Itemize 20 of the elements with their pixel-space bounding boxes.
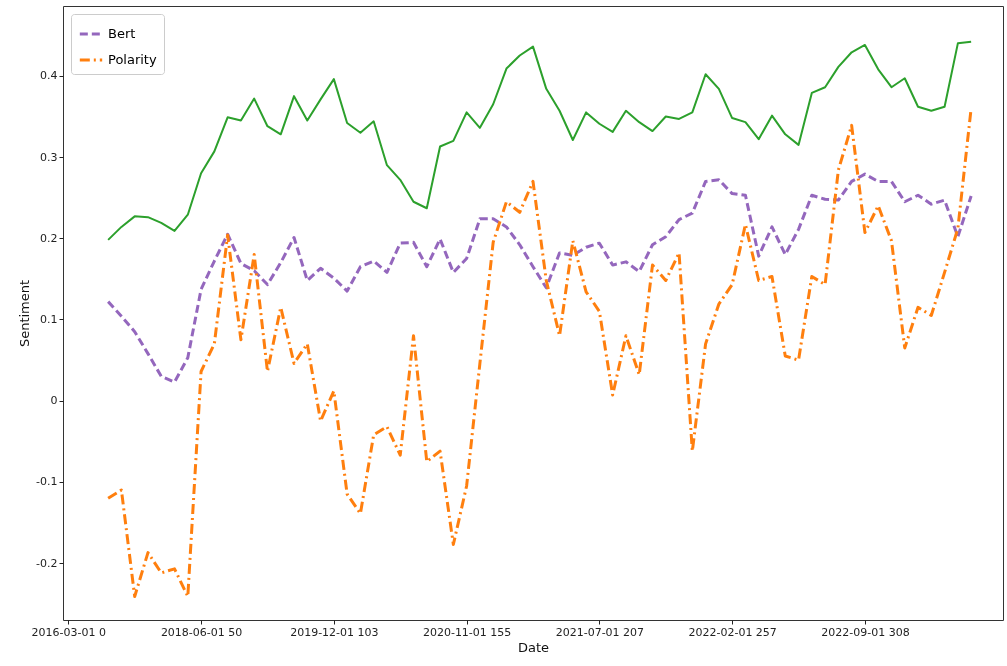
legend-label: Bert xyxy=(108,26,136,41)
x-axis-title: Date xyxy=(517,639,550,655)
x-tick-label: 2022-02-01 257 xyxy=(688,625,777,639)
y-tick-label: -0.2 xyxy=(36,556,58,570)
y-tick-label: 0.4 xyxy=(40,69,58,83)
y-tick-label: 0.2 xyxy=(40,231,58,245)
y-tick-label: 0 xyxy=(50,394,58,408)
x-tick-label: 2018-06-01 50 xyxy=(160,625,243,639)
y-tick-label: 0.1 xyxy=(40,313,58,326)
x-tick-label: 2020-11-01 155 xyxy=(422,625,512,639)
legend-label: Polarity xyxy=(108,52,157,67)
y-tick-label: 0.3 xyxy=(40,150,58,164)
line-series xyxy=(107,40,973,241)
x-tick-label: 2016-03-01 0 xyxy=(31,625,107,639)
x-tick-label: 2019-12-01 103 xyxy=(290,625,379,639)
y-tick-label: -0.1 xyxy=(36,475,58,489)
line-series xyxy=(106,172,973,384)
x-tick-label: 2021-07-01 207 xyxy=(555,625,645,639)
x-tick-label: 2022-09-01 308 xyxy=(821,625,910,639)
y-axis-title: Sentiment xyxy=(17,279,33,348)
